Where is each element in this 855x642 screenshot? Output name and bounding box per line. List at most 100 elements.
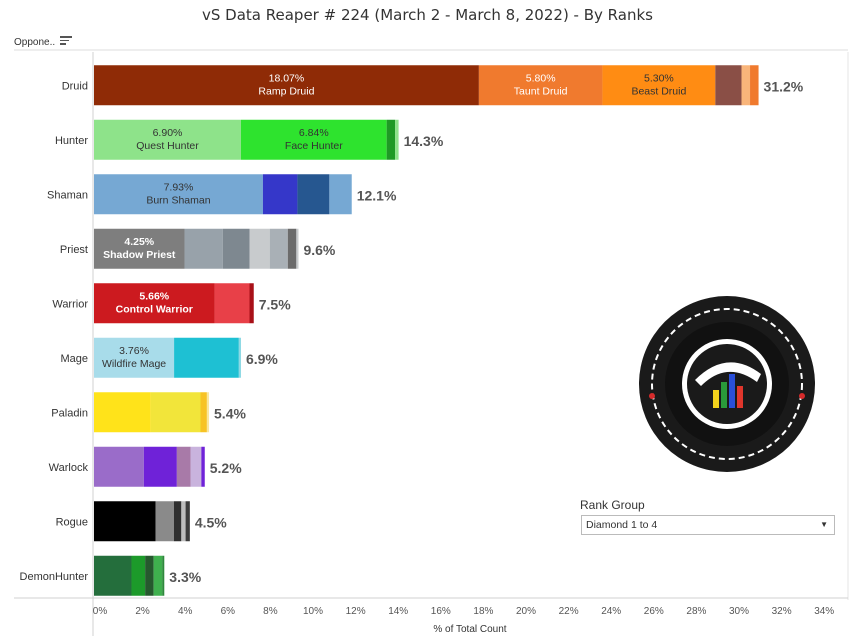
x-tick-label: 26%: [644, 606, 664, 617]
bar-segment: [173, 501, 182, 542]
x-tick-label: 8%: [263, 606, 278, 617]
rank-group-dropdown[interactable]: Diamond 1 to 4 ▼: [581, 515, 835, 535]
bar-segment: [94, 392, 151, 433]
archetype-name-label: Taunt Druid: [514, 85, 568, 97]
x-tick-label: 10%: [303, 606, 323, 617]
logo-bar-icon: [721, 382, 727, 408]
bar-segment: [94, 65, 479, 106]
segment-percent-label: 6.90%: [153, 127, 183, 139]
bar-segment: [200, 392, 207, 433]
bar-segment: [297, 174, 330, 215]
x-tick-label: 28%: [686, 606, 706, 617]
logo-bar-icon: [729, 374, 735, 408]
bar-segment: [214, 283, 250, 324]
total-percent-label: 14.3%: [404, 133, 444, 149]
class-label: Shaman: [47, 189, 88, 201]
bar-segment: [94, 555, 132, 596]
bar-segment: [153, 555, 163, 596]
logo-bar-icon: [713, 390, 719, 408]
class-label: Warrior: [52, 298, 88, 310]
x-tick-label: 2%: [135, 606, 150, 617]
bar-segment: [750, 65, 759, 106]
class-label: Priest: [60, 244, 88, 256]
bar-segment: [287, 228, 297, 269]
bar-segment: [181, 501, 186, 542]
segment-percent-label: 5.66%: [139, 290, 169, 302]
bar-segment: [150, 392, 201, 433]
bar-segment: [145, 555, 154, 596]
bar-segment: [386, 119, 396, 160]
bar-segment: [296, 228, 299, 269]
bar-segment: [155, 501, 174, 542]
bar-segment: [176, 446, 191, 487]
x-axis-title: % of Total Count: [433, 624, 506, 635]
bar-segment: [329, 174, 352, 215]
segment-percent-label: 18.07%: [269, 72, 305, 84]
bar-segment: [602, 65, 716, 106]
archetype-name-label: Quest Hunter: [136, 140, 199, 152]
bar-segment: [185, 501, 190, 542]
bar-segment: [478, 65, 603, 106]
bar-segment: [94, 501, 156, 542]
x-tick-label: 34%: [814, 606, 834, 617]
class-label: Paladin: [51, 407, 88, 419]
x-tick-label: 30%: [729, 606, 749, 617]
logo-bar-icon: [737, 386, 743, 408]
x-tick-label: 22%: [559, 606, 579, 617]
archetype-name-label: Face Hunter: [285, 140, 343, 152]
x-tick-label: 24%: [601, 606, 621, 617]
bar-segment: [240, 119, 387, 160]
class-label: DemonHunter: [20, 571, 89, 583]
rank-group-selected: Diamond 1 to 4: [586, 519, 658, 531]
bar-segment: [94, 228, 185, 269]
class-label: Druid: [62, 80, 88, 92]
bar-segment: [94, 337, 175, 378]
archetype-name-label: Beast Druid: [631, 85, 686, 97]
bar-segment: [143, 446, 177, 487]
bar-segment: [184, 228, 223, 269]
x-tick-label: 18%: [473, 606, 493, 617]
x-tick-label: 20%: [516, 606, 536, 617]
class-label: Hunter: [55, 135, 88, 147]
x-tick-label: 16%: [431, 606, 451, 617]
chevron-down-icon: ▼: [820, 520, 828, 529]
x-tick-label: 4%: [178, 606, 193, 617]
logo-star-icon: [649, 393, 655, 399]
x-tick-label: 14%: [388, 606, 408, 617]
segment-percent-label: 6.84%: [299, 127, 329, 139]
total-percent-label: 3.3%: [169, 569, 201, 585]
segment-percent-label: 5.30%: [644, 72, 674, 84]
archetype-name-label: Wildfire Mage: [102, 358, 166, 370]
total-percent-label: 5.4%: [214, 405, 246, 421]
class-label: Mage: [60, 353, 88, 365]
x-tick-label: 12%: [346, 606, 366, 617]
bar-segment: [395, 119, 399, 160]
reaper-figure-icon: [695, 362, 761, 386]
total-percent-label: 5.2%: [210, 460, 242, 476]
segment-percent-label: 4.25%: [124, 236, 154, 248]
segment-percent-label: 7.93%: [164, 181, 194, 193]
bar-segment: [249, 228, 270, 269]
bar-segment: [715, 65, 742, 106]
bar-segment: [222, 228, 250, 269]
total-percent-label: 9.6%: [303, 242, 335, 258]
archetype-name-label: Ramp Druid: [258, 85, 314, 97]
logo-stitch-ring: [651, 308, 803, 460]
segment-percent-label: 3.76%: [119, 345, 149, 357]
archetype-name-label: Burn Shaman: [146, 194, 210, 206]
bar-segment: [190, 446, 202, 487]
bar-segment: [94, 174, 263, 215]
bar-segment: [201, 446, 205, 487]
rank-group-label: Rank Group: [580, 498, 645, 512]
bar-segment: [174, 337, 239, 378]
x-tick-label: 6%: [221, 606, 236, 617]
opponent-column-header[interactable]: Oppone..: [14, 37, 56, 48]
sort-icon[interactable]: [60, 36, 72, 46]
bar-segment: [262, 174, 298, 215]
bar-segment: [206, 392, 210, 433]
total-percent-label: 31.2%: [764, 78, 804, 94]
bar-segment: [94, 119, 241, 160]
bar-segment: [94, 283, 215, 324]
chart-title: vS Data Reaper # 224 (March 2 - March 8,…: [202, 6, 653, 24]
